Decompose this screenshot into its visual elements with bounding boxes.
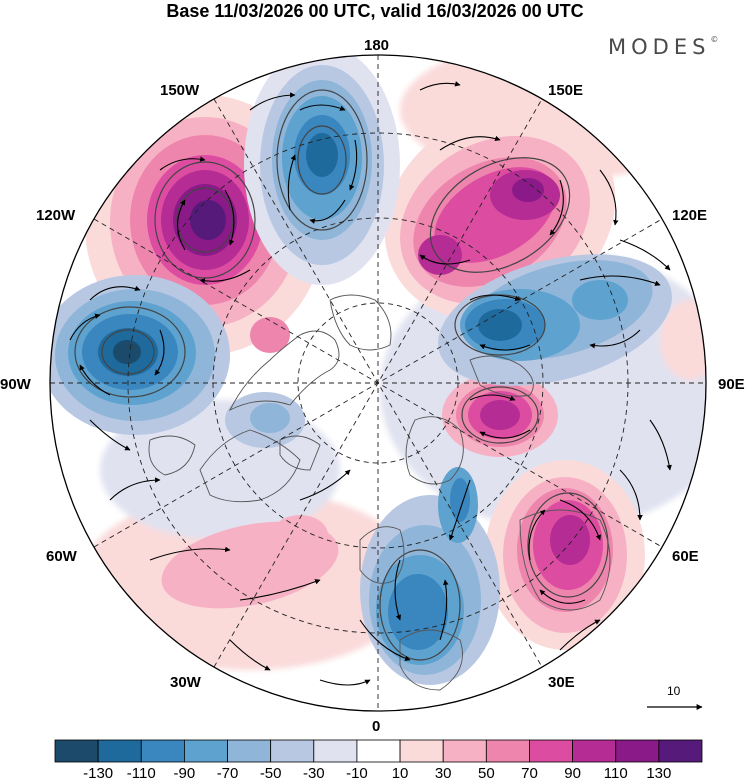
colorbar-segment (183, 739, 228, 763)
anomaly-patch-canada (225, 392, 305, 448)
colorbar-tick-label: 10 (391, 765, 409, 782)
colorbar-segment (54, 739, 99, 763)
colorbar-segment (615, 739, 660, 763)
map-boundary (49, 54, 707, 712)
brand-name: MODES (608, 35, 711, 59)
colorbar-segment (399, 739, 444, 763)
lon-label-120e: 120E (672, 207, 708, 224)
anomaly-center-170w (244, 55, 400, 285)
colorbar-tick-label: 70 (521, 765, 538, 782)
anomaly-band-60w (161, 515, 339, 609)
lon-label-150w: 150W (160, 82, 200, 99)
anomaly-center-100w (50, 275, 230, 435)
lon-label-90w: 90W (0, 376, 31, 393)
modes-logo: MODES© (608, 35, 718, 59)
colorbar-tick-label: 30 (434, 765, 452, 782)
colorbar-tick-label: -110 (126, 765, 156, 782)
colorbar-tick-label: 50 (477, 765, 495, 782)
lon-label-150e: 150E (548, 82, 584, 99)
lon-label-60e: 60E (672, 548, 699, 565)
reference-vector-label: 10 (667, 684, 681, 698)
colorbar-segment (485, 739, 530, 763)
colorbar-tick-label: -50 (259, 765, 282, 782)
lon-label-180: 180 (364, 37, 390, 54)
colorbar-segment (313, 739, 358, 763)
colorbar-segment (140, 739, 185, 763)
lon-label-30e: 30E (548, 674, 575, 691)
map-title: Base 11/03/2026 00 UTC, valid 16/03/2026… (166, 1, 584, 21)
colorbar-tick-label: 90 (564, 765, 581, 782)
anomaly-center-60e (485, 460, 645, 650)
colorbar-segment (97, 739, 142, 763)
anomaly-field (50, 55, 706, 711)
colorbar-segment (658, 739, 703, 763)
colorbar-segment (356, 739, 401, 763)
colorbar-segment (270, 739, 315, 763)
colorbar-segment (529, 739, 574, 763)
geopotential-contours (74, 89, 609, 661)
colorbar-segment (442, 739, 487, 763)
anomaly-center-110e (438, 254, 672, 386)
colorbar-tick-label: -90 (173, 765, 196, 782)
anomaly-center-east (442, 373, 558, 457)
lon-label-60w: 60W (46, 548, 77, 565)
colorbar-segment (572, 739, 617, 763)
colorbar-tick-label: -10 (346, 765, 368, 782)
lon-label-90e: 90E (718, 376, 745, 393)
coastlines (148, 294, 611, 691)
anomaly-center-20e (360, 467, 500, 685)
lon-label-0: 0 (372, 718, 381, 735)
graticule (50, 55, 706, 711)
colorbar-tick-label: -130 (83, 765, 114, 782)
colorbar-tick-label: 110 (603, 765, 628, 782)
brand-mark: © (710, 35, 719, 44)
colorbar-tick-label: -30 (302, 765, 325, 782)
wind-vectors (69, 81, 672, 686)
lon-label-120w: 120W (36, 207, 76, 224)
lon-label-30w: 30W (170, 674, 201, 691)
colorbar-tick-label: -70 (216, 765, 239, 782)
colorbar-segment (227, 739, 272, 763)
colorbar (54, 739, 703, 763)
colorbar-tick-label: 130 (646, 765, 672, 782)
